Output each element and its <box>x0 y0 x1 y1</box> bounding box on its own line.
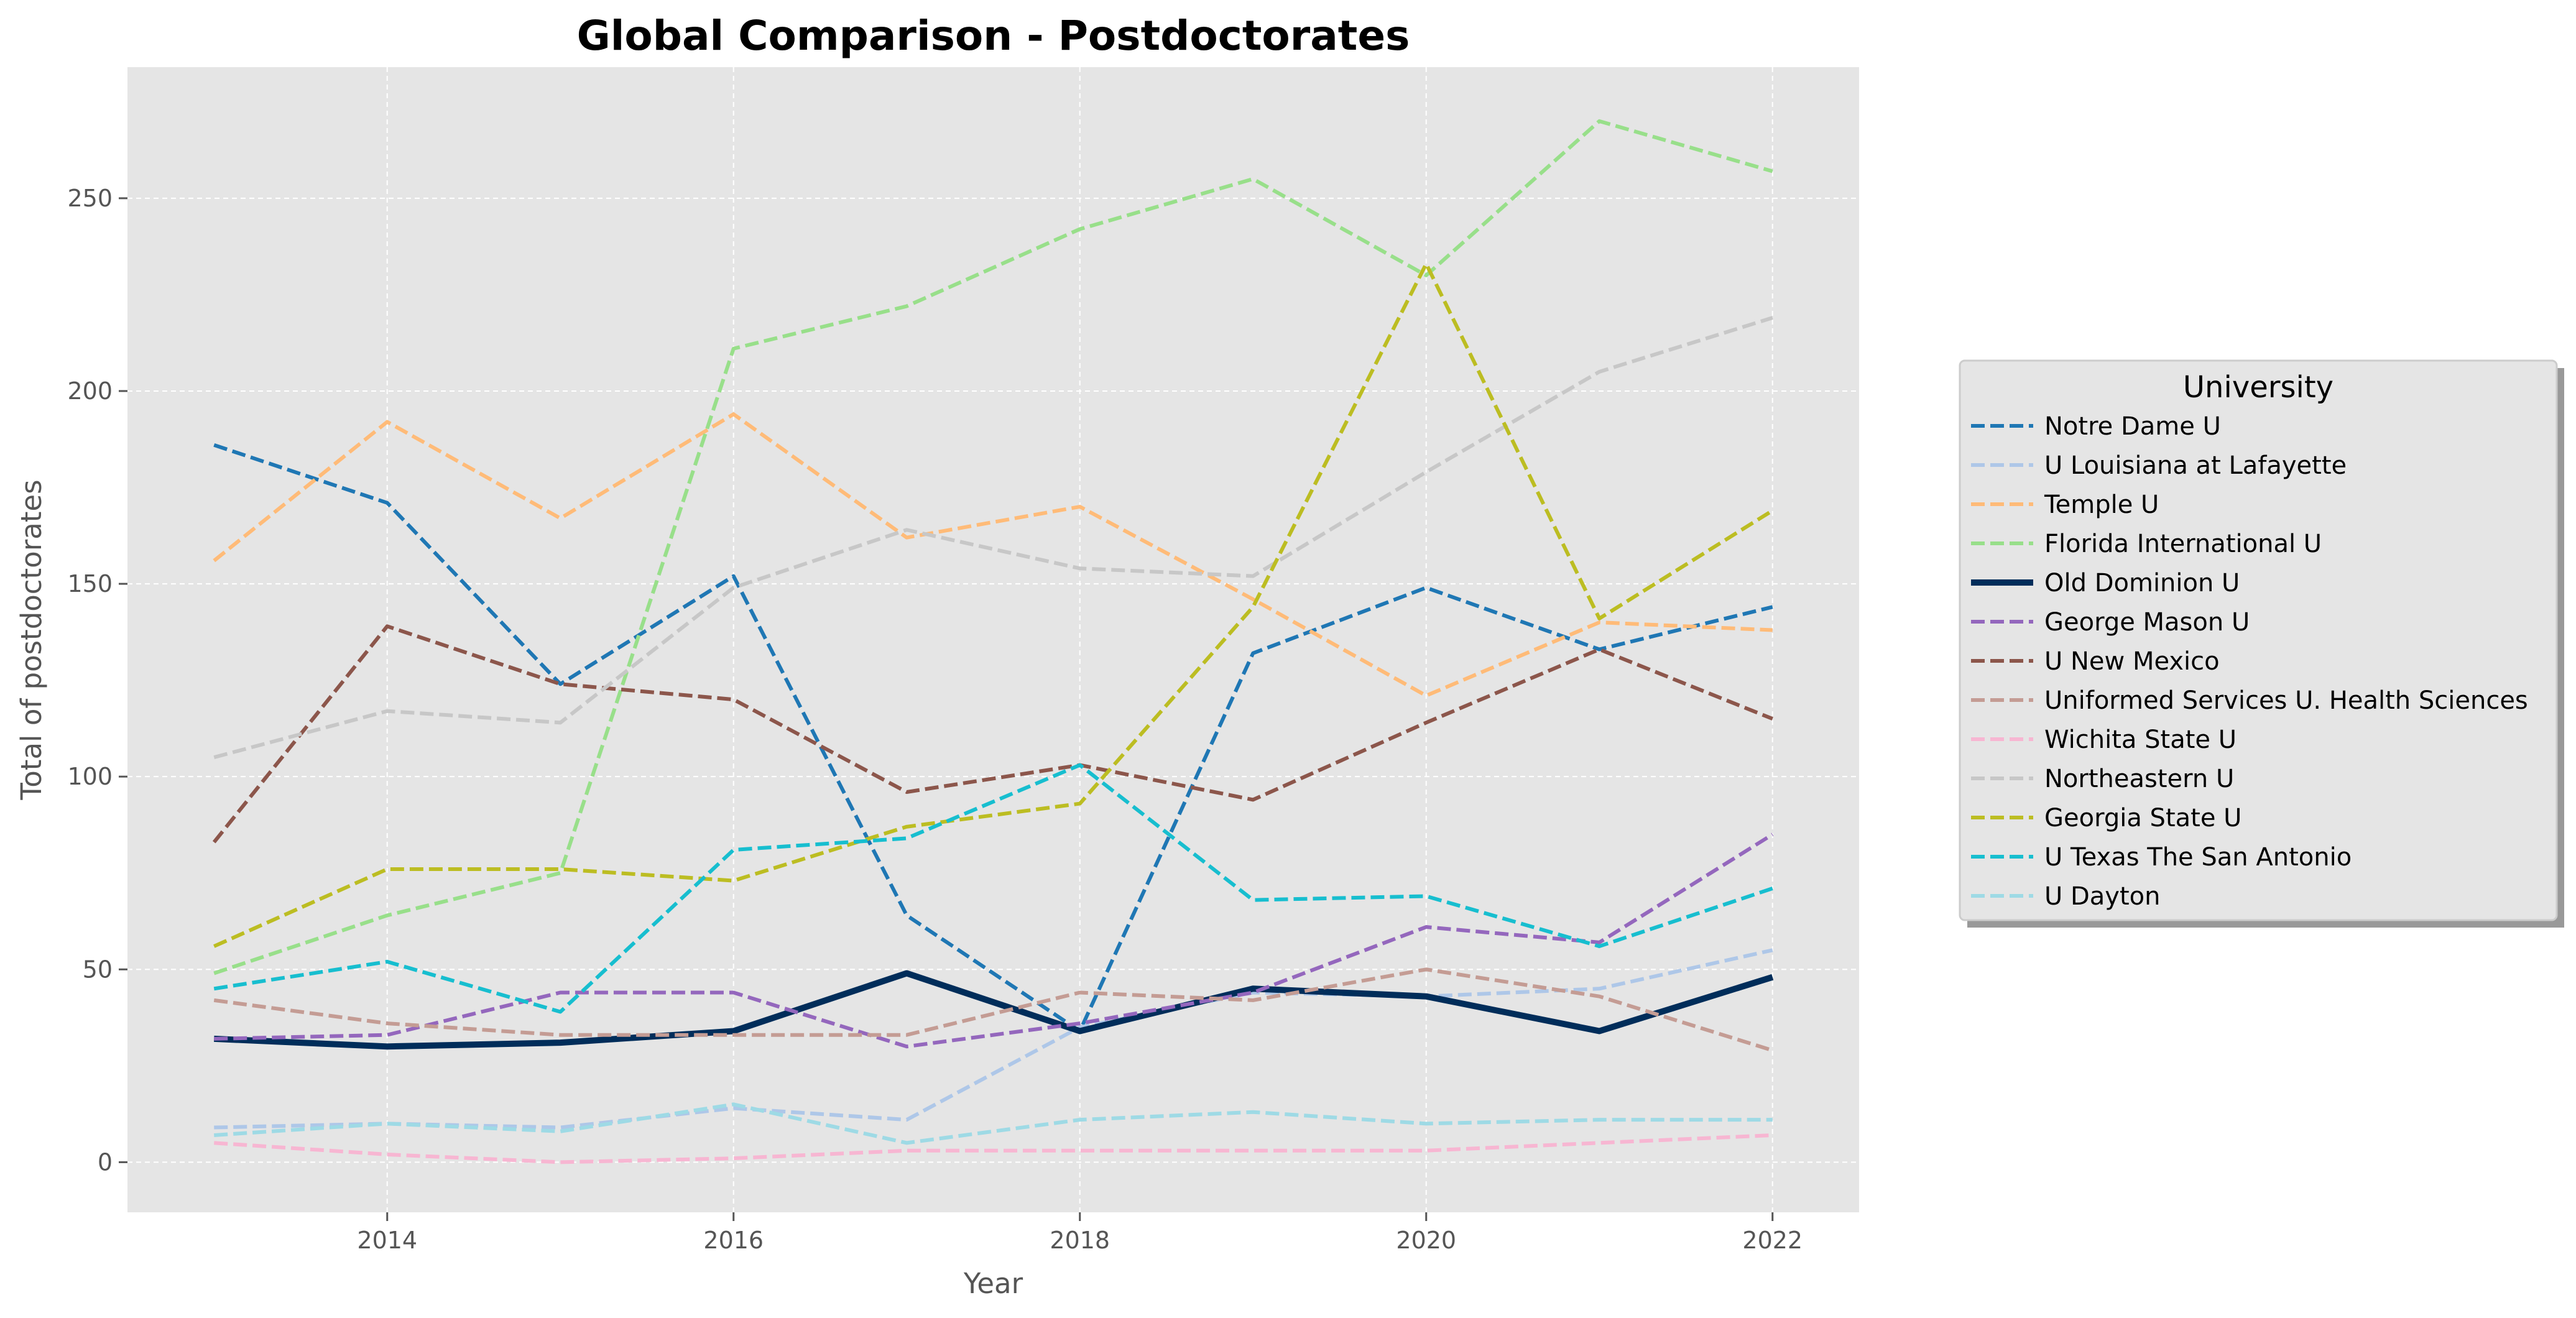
y-axis-label: Total of postdoctorates <box>15 479 48 800</box>
legend-label: Temple U <box>2044 491 2159 519</box>
series-line <box>214 970 1774 1050</box>
chart-title: Global Comparison - Postdoctorates <box>577 12 1410 60</box>
series-line <box>213 412 1773 698</box>
legend: University Notre Dame U U Louisiana at La… <box>1959 359 2564 928</box>
legend-label: Uniformed Services U. Health Sciences <box>2044 686 2528 715</box>
legend-label: Northeastern U <box>2044 765 2234 793</box>
series-line <box>213 967 1773 1053</box>
legend-title: University <box>2183 370 2334 405</box>
series-line <box>213 262 1774 948</box>
y-tick-label: 50 <box>83 956 113 983</box>
legend-label: U Texas The San Antonio <box>2044 843 2352 872</box>
series-line <box>213 763 1773 1014</box>
y-tick-label: 100 <box>67 763 113 790</box>
series-line <box>213 316 1773 760</box>
series-line <box>214 1102 1773 1145</box>
legend-box <box>1959 359 2558 921</box>
x-tick-label: 2018 <box>1050 1227 1110 1254</box>
legend-label: Georgia State U <box>2044 804 2241 832</box>
y-tick-label: 200 <box>67 377 113 405</box>
x-tick-label: 2016 <box>703 1227 764 1254</box>
legend-label: Florida International U <box>2044 530 2322 558</box>
legend-label: U New Mexico <box>2044 647 2220 676</box>
x-tick-label: 2022 <box>1742 1227 1803 1254</box>
series-line <box>214 948 1773 1130</box>
legend-label: Wichita State U <box>2044 726 2237 754</box>
x-tick-label: 2014 <box>357 1227 417 1254</box>
plot-area <box>127 67 1859 1212</box>
axis-ticks: 0 50 100 150 200 250 2014 2016 2018 2020 2022 <box>67 185 1803 1254</box>
series-line <box>212 624 1773 844</box>
series-line <box>214 832 1774 1049</box>
legend-label: Old Dominion U <box>2044 569 2240 597</box>
legend-label: U Dayton <box>2044 882 2160 911</box>
legend-entries: Notre Dame U U Louisiana at Lafayette Temp… <box>1971 412 2528 911</box>
series-line <box>214 1133 1773 1164</box>
x-axis-label: Year <box>963 1267 1023 1300</box>
legend-label: U Louisiana at Lafayette <box>2044 451 2347 480</box>
series-line <box>213 119 1773 975</box>
y-tick-label: 0 <box>98 1148 113 1176</box>
series-line <box>213 443 1773 1033</box>
y-tick-label: 150 <box>67 570 113 597</box>
legend-label: Notre Dame U <box>2044 412 2221 441</box>
x-tick-label: 2020 <box>1396 1227 1456 1254</box>
legend-label: George Mason U <box>2044 608 2250 637</box>
y-tick-label: 250 <box>67 185 113 212</box>
series-lines <box>212 119 1774 1164</box>
